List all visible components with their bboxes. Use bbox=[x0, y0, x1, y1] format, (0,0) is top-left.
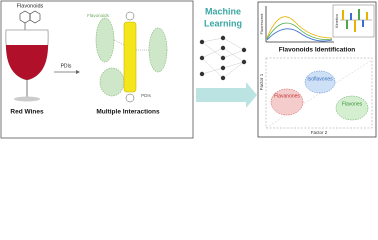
kinetics-label: Kinetics bbox=[334, 14, 339, 28]
interactions-label: Multiple Interactions bbox=[96, 109, 160, 116]
arrowhead bbox=[76, 70, 80, 74]
kinetics-inset bbox=[332, 4, 375, 38]
complex-illustration bbox=[95, 11, 168, 103]
glass-base bbox=[14, 96, 40, 102]
ml-title-2: Learning bbox=[204, 18, 242, 28]
graphical-abstract: Flavonoids Red Wines PDIs Flavonoids PDI… bbox=[0, 0, 377, 139]
wine-label: Red Wines bbox=[10, 109, 44, 116]
wine bbox=[6, 45, 48, 80]
cluster-label: Flavones bbox=[342, 101, 363, 107]
cluster-label: Isoflavones bbox=[307, 76, 333, 82]
pca-box bbox=[265, 57, 373, 129]
flavonoids-label: Flavonoids bbox=[17, 3, 44, 9]
pdis-arrow-label: PDIs bbox=[61, 63, 72, 69]
cluster-label: Flavanones bbox=[274, 93, 300, 99]
flow-arrow bbox=[196, 82, 257, 108]
cluster-flavanones bbox=[270, 88, 304, 116]
kinetics-bars bbox=[340, 9, 372, 32]
cluster-isoflavones bbox=[304, 70, 336, 94]
factor1-label: Factor 1 bbox=[259, 73, 264, 90]
factor2-label: Factor 2 bbox=[311, 130, 328, 135]
fluorescent-axis: Fluorescent bbox=[259, 13, 264, 35]
glass-stem bbox=[26, 80, 28, 98]
complex-flavonoids-label: Flavonoids bbox=[87, 13, 110, 18]
neural-net bbox=[199, 35, 247, 81]
ml-title-1: Machine bbox=[205, 6, 241, 16]
flavonoid-molecule bbox=[19, 10, 41, 30]
fluorescence-curves bbox=[265, 6, 334, 43]
complex-pdis-label: PDIs bbox=[141, 93, 152, 98]
identification-label: Flavonoids Identification bbox=[279, 47, 356, 54]
cluster-flavones bbox=[335, 95, 369, 121]
